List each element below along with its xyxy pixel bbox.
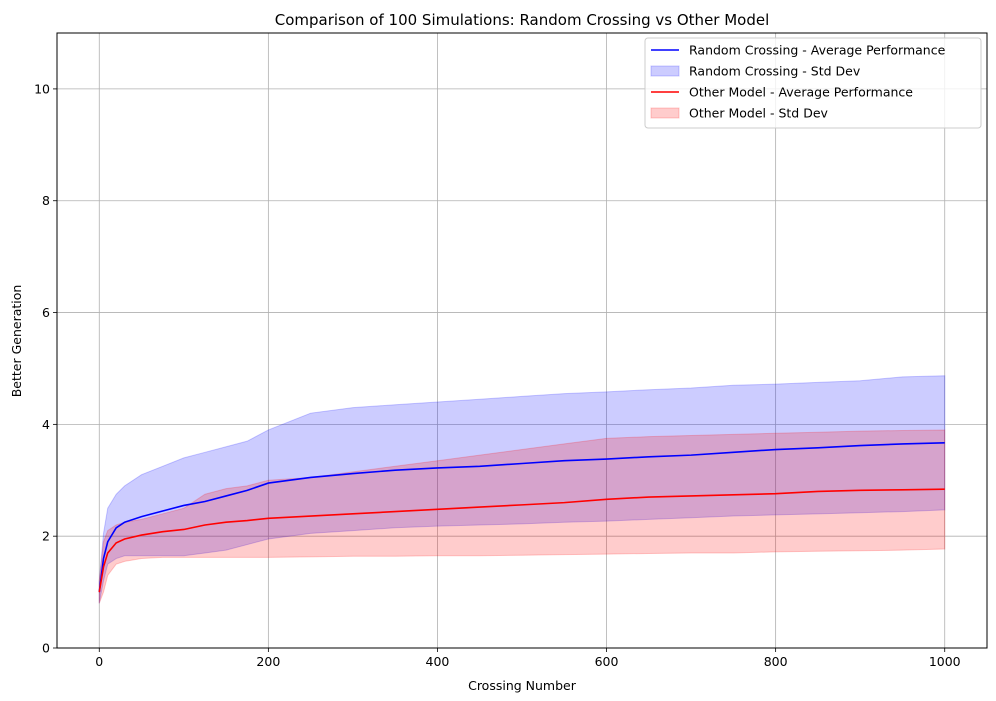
series-line-0 [98,442,945,593]
plot-area-frame [56,32,988,649]
x-tick-label: 200 [256,654,280,669]
legend-item: Other Model - Average Performance [651,85,913,100]
chart-title: Comparison of 100 Simulations: Random Cr… [275,11,770,29]
y-tick-label: 6 [42,305,50,320]
legend-box [644,37,982,129]
y-tick-label: 8 [42,193,50,208]
legend-label: Random Crossing - Average Performance [689,43,946,58]
legend-item: Other Model - Std Dev [650,106,829,121]
y-axis: 0 2 4 6 8 10 [34,81,57,656]
series-band-3 [98,429,946,604]
x-tick-label: 0 [95,654,103,669]
legend-item: Random Crossing - Average Performance [651,43,946,58]
average-lines [98,442,945,593]
x-axis-label: Crossing Number [468,678,577,693]
y-tick-label: 10 [34,81,50,96]
x-tick-label: 600 [595,654,619,669]
y-tick-label: 4 [42,417,50,432]
legend-label: Random Crossing - Std Dev [689,64,861,79]
legend-label: Other Model - Average Performance [689,85,913,100]
x-tick-label: 800 [764,654,788,669]
legend: Random Crossing - Average Performance Ran… [644,37,982,129]
std-dev-bands [98,375,946,604]
legend-swatch [650,65,680,77]
legend-item: Random Crossing - Std Dev [650,64,861,79]
y-tick-label: 2 [42,529,50,544]
grid [57,33,987,649]
legend-swatch [650,107,680,119]
x-tick-label: 1000 [929,654,961,669]
legend-label: Other Model - Std Dev [689,106,829,121]
series-band-1 [98,375,946,604]
y-tick-label: 0 [42,641,50,656]
x-axis: 0 200 400 600 800 1000 [95,648,961,669]
x-tick-label: 400 [426,654,450,669]
series-line-2 [98,488,945,593]
y-axis-label: Better Generation [9,285,24,398]
